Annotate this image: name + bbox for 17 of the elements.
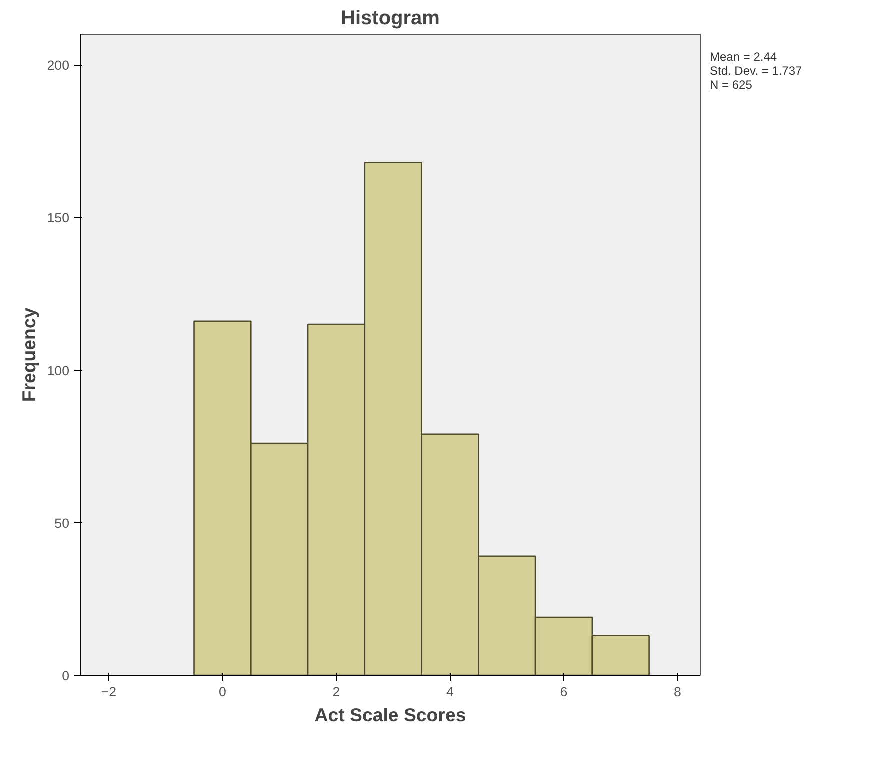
text: Mean = 2.44 [710, 50, 778, 64]
x-tick-label: 0 [218, 684, 226, 700]
chart-title: Histogram [341, 8, 440, 30]
x-tick-label: 8 [674, 684, 682, 700]
y-axis-title: Frequency [18, 307, 40, 402]
x-axis-title: Act Scale Scores [314, 704, 466, 726]
x-tick-label: 2 [332, 684, 340, 700]
x-tick-label: 4 [446, 684, 455, 700]
y-tick-label: 150 [47, 210, 70, 226]
text: Std. Dev. = 1.737 [710, 64, 802, 78]
y-tick-label: 200 [47, 58, 70, 74]
x-tick-label: −2 [101, 684, 117, 700]
y-tick-label: 0 [62, 668, 70, 684]
text: N = 625 [710, 78, 754, 92]
y-tick-label: 50 [54, 516, 70, 531]
x-tick-label: 6 [560, 684, 568, 700]
y-tick-label: 100 [47, 363, 70, 378]
